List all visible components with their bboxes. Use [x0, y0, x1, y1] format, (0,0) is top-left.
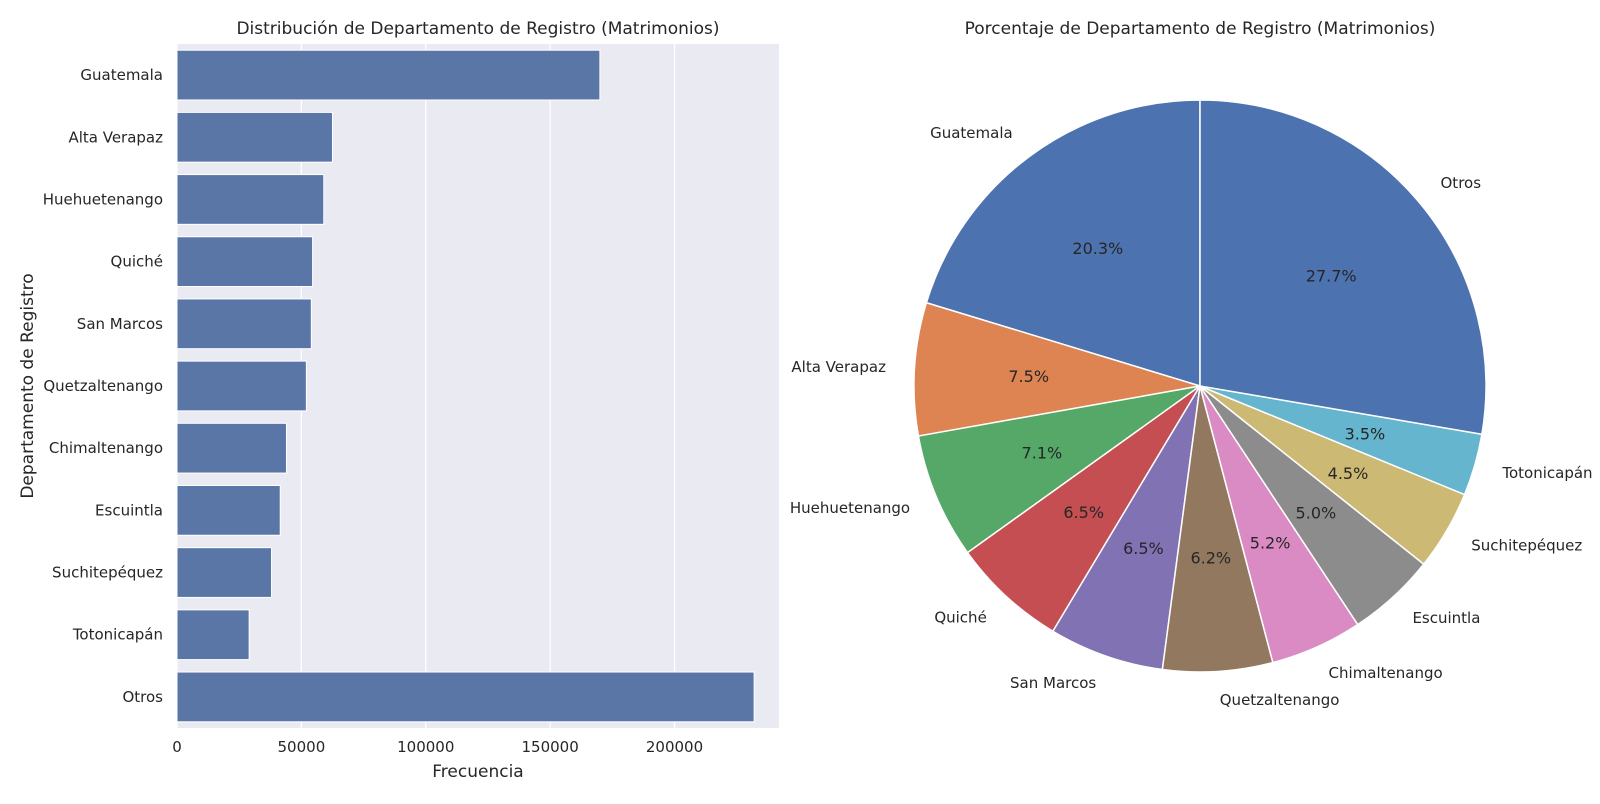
- pie-label-totonicapan: Totonicapán: [1501, 464, 1592, 482]
- pie-pct-huehuetenango: 7.1%: [1022, 444, 1063, 463]
- pie-chart-panel: Porcentaje de Departamento de Registro (…: [790, 19, 1593, 709]
- pie-label-otros: Otros: [1441, 174, 1482, 192]
- category-label-san-marcos: San Marcos: [77, 315, 163, 333]
- pie-label-guatemala: Guatemala: [930, 124, 1013, 142]
- category-label-quetzaltenango: Quetzaltenango: [43, 377, 163, 395]
- category-label-chimaltenango: Chimaltenango: [49, 439, 163, 457]
- bar-san-marcos: [176, 298, 312, 350]
- category-label-huehuetenango: Huehuetenango: [43, 190, 163, 208]
- pie-label-chimaltenango: Chimaltenango: [1329, 664, 1443, 682]
- x-tick-label: 200000: [646, 738, 703, 756]
- pie-label-san-marcos: San Marcos: [1010, 674, 1096, 692]
- pie-pct-guatemala: 20.3%: [1072, 239, 1123, 258]
- pie-pct-san-marcos: 6.5%: [1123, 539, 1164, 558]
- pie-percentage-labels: 20.3% 7.5% 7.1% 6.5% 6.5% 6.2% 5.2% 5.0% 4.5% 3.5…: [1008, 239, 1385, 567]
- pie-pct-quiche: 6.5%: [1063, 503, 1104, 522]
- pie-pct-alta-verapaz: 7.5%: [1008, 367, 1049, 386]
- bar-escuintla: [176, 484, 281, 536]
- bar-chart-title: Distribución de Departamento de Registro…: [236, 19, 719, 39]
- category-label-guatemala: Guatemala: [80, 66, 163, 84]
- pie-label-escuintla: Escuintla: [1412, 609, 1480, 627]
- pie-slice-quiche: [966, 385, 1201, 633]
- bar-chimaltenango: [176, 422, 287, 474]
- category-label-quiche: Quiché: [111, 253, 163, 271]
- bar-category-labels: Guatemala Alta Verapaz Huehuetenango Quiché…: [43, 66, 163, 706]
- category-label-otros: Otros: [122, 688, 163, 706]
- pie-slice-otros: [1199, 99, 1487, 436]
- pie-pct-quetzaltenango: 6.2%: [1190, 548, 1231, 567]
- pie-slice-guatemala: [925, 99, 1201, 387]
- pie-slices: [913, 99, 1487, 673]
- pie-label-suchitepequez: Suchitepéquez: [1471, 536, 1582, 554]
- x-tick-label: 0: [172, 738, 182, 756]
- bar-totonicapan: [176, 609, 250, 661]
- pie-chart-title: Porcentaje de Departamento de Registro (…: [965, 19, 1436, 39]
- pie-label-quetzaltenango: Quetzaltenango: [1220, 691, 1340, 709]
- pie-pct-suchitepequez: 4.5%: [1328, 464, 1369, 483]
- bar-y-axis-title: Departamento de Registro: [18, 273, 38, 498]
- bar-otros: [176, 671, 755, 723]
- pie-slice-alta-verapaz: [913, 302, 1201, 437]
- pie-pct-totonicapan: 3.5%: [1345, 424, 1386, 443]
- category-label-alta-verapaz: Alta Verapaz: [68, 128, 163, 146]
- bar-alta-verapaz: [176, 111, 333, 163]
- pie-label-quiche: Quiché: [934, 608, 986, 626]
- pie-pct-otros: 27.7%: [1306, 266, 1357, 285]
- bar-x-tick-labels: 0 50000 100000 150000 200000: [172, 738, 703, 756]
- pie-slice-huehuetenango: [917, 385, 1201, 554]
- x-tick-label: 50000: [278, 738, 326, 756]
- category-label-totonicapan: Totonicapán: [72, 626, 163, 644]
- bar-quiche: [176, 236, 314, 288]
- bar-guatemala: [176, 49, 601, 101]
- pie-pct-escuintla: 5.0%: [1296, 504, 1337, 523]
- category-label-suchitepequez: Suchitepéquez: [52, 564, 163, 582]
- category-label-escuintla: Escuintla: [95, 501, 163, 519]
- x-tick-label: 150000: [522, 738, 579, 756]
- bar-series: [176, 49, 755, 723]
- bar-suchitepequez: [176, 547, 273, 598]
- pie-slice-san-marcos: [1052, 385, 1201, 671]
- bar-quetzaltenango: [176, 360, 307, 412]
- bar-huehuetenango: [176, 174, 325, 225]
- pie-label-alta-verapaz: Alta Verapaz: [791, 358, 886, 376]
- pie-pct-chimaltenango: 5.2%: [1250, 534, 1291, 553]
- x-tick-label: 100000: [397, 738, 454, 756]
- bar-chart-panel: Distribución de Departamento de Registro…: [18, 19, 779, 782]
- bar-x-axis-title: Frecuencia: [432, 762, 523, 782]
- pie-label-huehuetenango: Huehuetenango: [790, 499, 910, 517]
- pie-category-labels: Guatemala Alta Verapaz Huehuetenango Quiché…: [790, 124, 1593, 709]
